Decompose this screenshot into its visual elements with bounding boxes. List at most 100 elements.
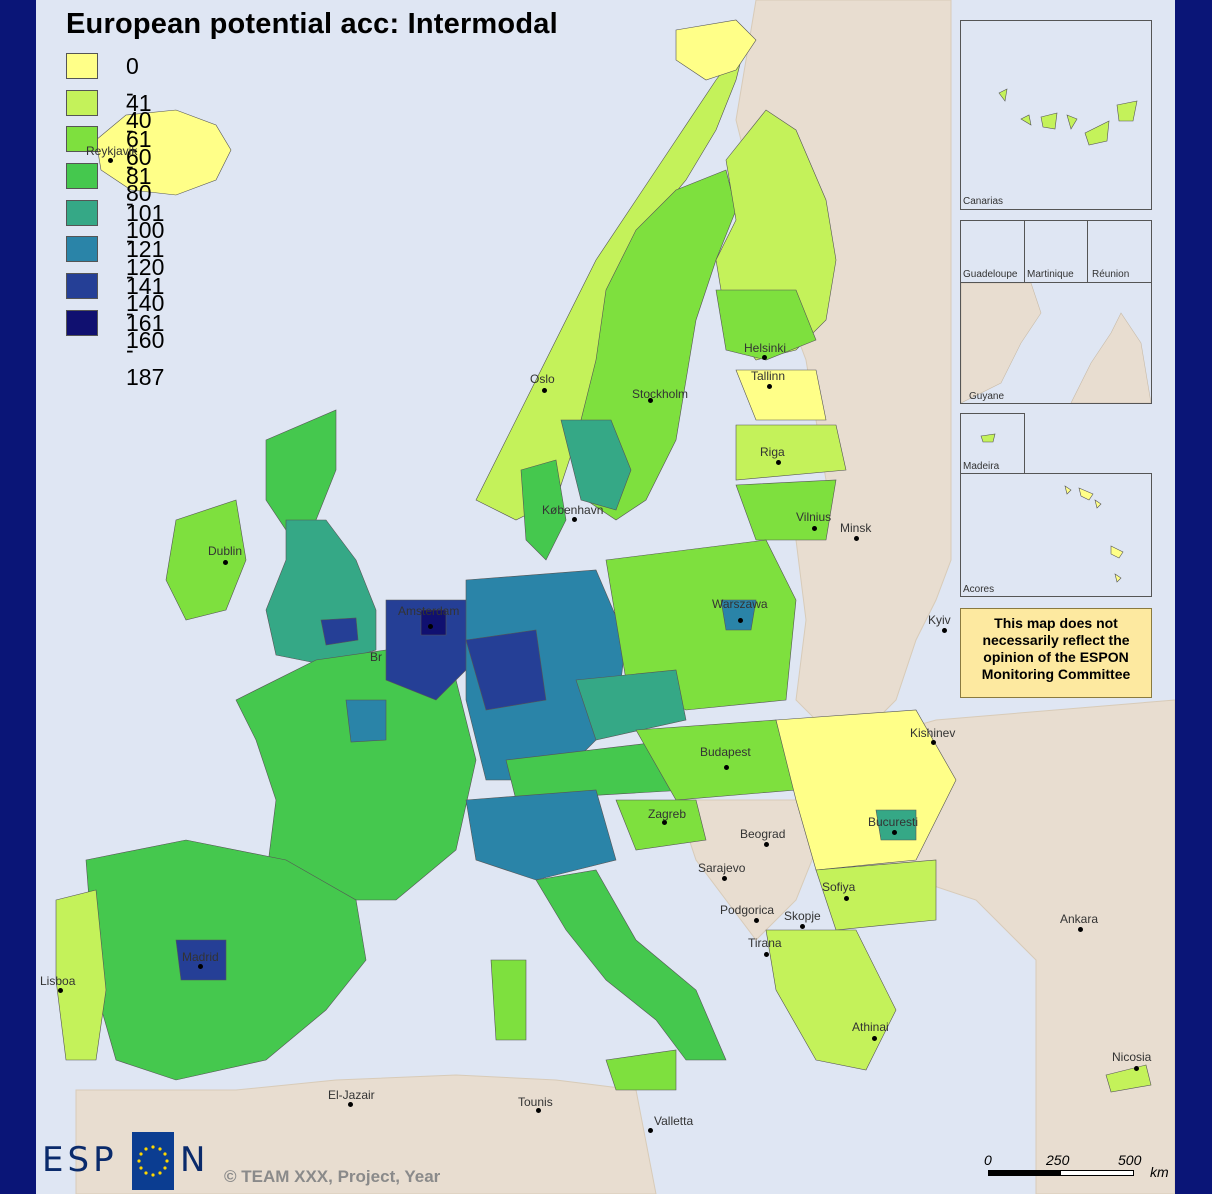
map-svg	[55, 0, 1175, 1194]
legend-label: 0 - 40	[126, 53, 152, 133]
city-dot	[776, 460, 781, 465]
scale-segment-dark	[988, 1170, 1060, 1176]
city-label-budapest: Budapest	[700, 745, 751, 759]
city-label-amsterdam: Amsterdam	[398, 604, 460, 618]
city-label-tounis: Tounis	[518, 1095, 553, 1109]
inset-label-guadeloupe: Guadeloupe	[963, 269, 1018, 280]
legend-swatch	[66, 236, 98, 263]
region-czech	[575, 669, 687, 741]
city-dot	[348, 1102, 353, 1107]
region-sweden-south	[560, 419, 632, 511]
scale-bar: 0 250 500 km	[984, 1152, 1174, 1192]
region-finland-south	[715, 289, 817, 361]
city-dot	[754, 918, 759, 923]
legend-swatch	[66, 53, 98, 79]
city-label-stockholm: Stockholm	[632, 387, 689, 401]
region-sardinia	[490, 959, 527, 1041]
inset-madeira: Madeira	[960, 413, 1025, 474]
city-label-nicosia: Nicosia	[1112, 1050, 1152, 1064]
city-dot	[854, 536, 859, 541]
city-label-reykjavik: Reykjavik	[86, 144, 138, 158]
region-greece	[765, 929, 897, 1071]
city-label-warszawa: Warszawa	[712, 597, 768, 611]
city-dot	[542, 388, 547, 393]
city-dot	[428, 624, 433, 629]
region-amsterdam	[420, 609, 447, 636]
city-dot	[108, 158, 113, 163]
region-paris	[345, 699, 387, 743]
city-label-el-jazair: El-Jazair	[328, 1088, 375, 1102]
region-bulgaria	[815, 859, 937, 931]
eu-stars	[137, 1145, 169, 1177]
scale-label-500: 500	[1118, 1152, 1142, 1168]
city-dot	[58, 988, 63, 993]
legend-swatch	[66, 273, 98, 300]
inset-acores: Acores	[960, 473, 1152, 597]
city-label-vilnius: Vilnius	[796, 510, 832, 524]
madeira-islands	[980, 433, 996, 443]
city-dot	[800, 924, 805, 929]
legend-label: 61 - 80	[126, 126, 152, 207]
scale-unit: km	[1150, 1164, 1169, 1180]
legend-swatch	[66, 199, 98, 226]
city-dot	[648, 1128, 653, 1133]
legend-swatch	[66, 126, 98, 153]
canarias-islands	[998, 88, 1138, 146]
city-dot	[1078, 927, 1083, 932]
inset-label-madeira: Madeira	[963, 461, 1000, 472]
inset-label-canarias: Canarias	[963, 196, 1004, 207]
region-iceland	[95, 109, 232, 196]
inset-label-acores: Acores	[963, 584, 995, 595]
city-dot	[536, 1108, 541, 1113]
legend-swatch	[66, 309, 98, 336]
city-dot	[648, 398, 653, 403]
region-norway-north	[675, 19, 757, 81]
city-label-beograd: Beograd	[740, 827, 786, 841]
city-label-dublin: Dublin	[208, 544, 243, 558]
inset-label-martinique: Martinique	[1027, 269, 1074, 280]
legend-label: 141 - 160	[126, 273, 165, 354]
city-label-bruxelles: Br	[370, 650, 382, 664]
espon-logo-left: ESP	[42, 1140, 118, 1180]
region-slovenia-croatia	[615, 799, 707, 851]
eu-flag-icon	[132, 1132, 174, 1190]
city-label-lisboa: Lisboa	[40, 974, 76, 988]
region-bucuresti	[875, 809, 917, 841]
map-title: European potential acc: Intermodal	[66, 8, 558, 40]
copyright-text: © TEAM XXX, Project, Year	[224, 1167, 441, 1186]
legend-label: 161 - 187	[126, 309, 165, 390]
city-dot	[724, 765, 729, 770]
city-dot	[931, 740, 936, 745]
map-canvas: European potential acc: Intermodal 0 - 4…	[36, 0, 1175, 1194]
city-dot	[764, 842, 769, 847]
inset-reunion: Réunion	[1087, 220, 1152, 283]
espon-logo-right: N	[180, 1140, 210, 1180]
region-sicily	[605, 1049, 677, 1091]
region-scotland	[265, 409, 337, 531]
region-italy-north	[465, 789, 617, 881]
city-label-kobenhavn: København	[542, 503, 604, 517]
city-dot	[892, 830, 897, 835]
acores-islands	[1064, 485, 1124, 583]
city-dot	[844, 896, 849, 901]
disclaimer-box: This map does not necessarily reflect th…	[960, 608, 1152, 698]
city-dot	[812, 526, 817, 531]
espon-regions	[55, 19, 1152, 1093]
inset-label-guyane: Guyane	[969, 391, 1005, 402]
region-france	[235, 649, 477, 901]
region-germany-core	[465, 629, 547, 711]
scale-segment-light	[1060, 1170, 1134, 1176]
city-label-sofiya: Sofiya	[822, 880, 856, 894]
city-label-zagreb: Zagreb	[648, 807, 687, 821]
legend-swatch	[66, 163, 98, 190]
region-denmark	[520, 459, 567, 561]
region-lithuania	[735, 479, 837, 541]
region-germany	[465, 569, 627, 781]
region-latvia	[735, 424, 847, 481]
legend-swatch	[66, 89, 98, 116]
city-label-oslo: Oslo	[530, 372, 555, 386]
city-dot	[942, 628, 947, 633]
city-label-skopje: Skopje	[784, 909, 821, 923]
city-label-ankara: Ankara	[1060, 912, 1099, 926]
